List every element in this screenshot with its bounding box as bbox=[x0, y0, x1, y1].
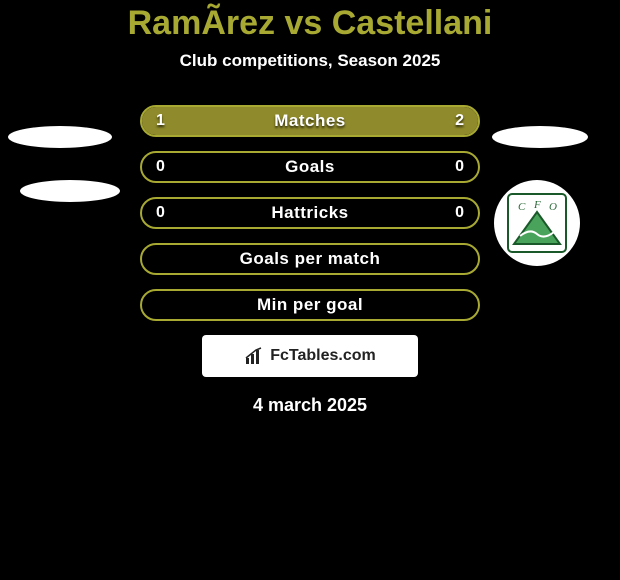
page-title: RamÃ­rez vs Castellani bbox=[0, 0, 620, 43]
stat-label: Goals per match bbox=[142, 245, 478, 273]
stat-row: 0 Hattricks 0 bbox=[0, 197, 620, 229]
stat-value-right: 2 bbox=[455, 107, 464, 135]
subtitle: Club competitions, Season 2025 bbox=[0, 51, 620, 71]
stat-bar-matches: 1 Matches 2 bbox=[140, 105, 480, 137]
stat-label: Goals bbox=[142, 153, 478, 181]
stat-label: Min per goal bbox=[142, 291, 478, 319]
stat-label: Matches bbox=[142, 107, 478, 135]
stat-value-right: 0 bbox=[455, 199, 464, 227]
fctables-text: FcTables.com bbox=[270, 347, 376, 365]
stat-label: Hattricks bbox=[142, 199, 478, 227]
stat-value-right: 0 bbox=[455, 153, 464, 181]
date-text: 4 march 2025 bbox=[0, 395, 620, 416]
stat-bar-goals: 0 Goals 0 bbox=[140, 151, 480, 183]
fctables-badge: FcTables.com bbox=[202, 335, 418, 377]
chart-icon bbox=[244, 346, 264, 366]
stat-row: 1 Matches 2 bbox=[0, 105, 620, 137]
stat-bar-goals-per-match: Goals per match bbox=[140, 243, 480, 275]
stat-bar-hattricks: 0 Hattricks 0 bbox=[140, 197, 480, 229]
stat-row: 0 Goals 0 bbox=[0, 151, 620, 183]
stat-row: Goals per match bbox=[0, 243, 620, 275]
stat-row: Min per goal bbox=[0, 289, 620, 321]
stat-bar-min-per-goal: Min per goal bbox=[140, 289, 480, 321]
